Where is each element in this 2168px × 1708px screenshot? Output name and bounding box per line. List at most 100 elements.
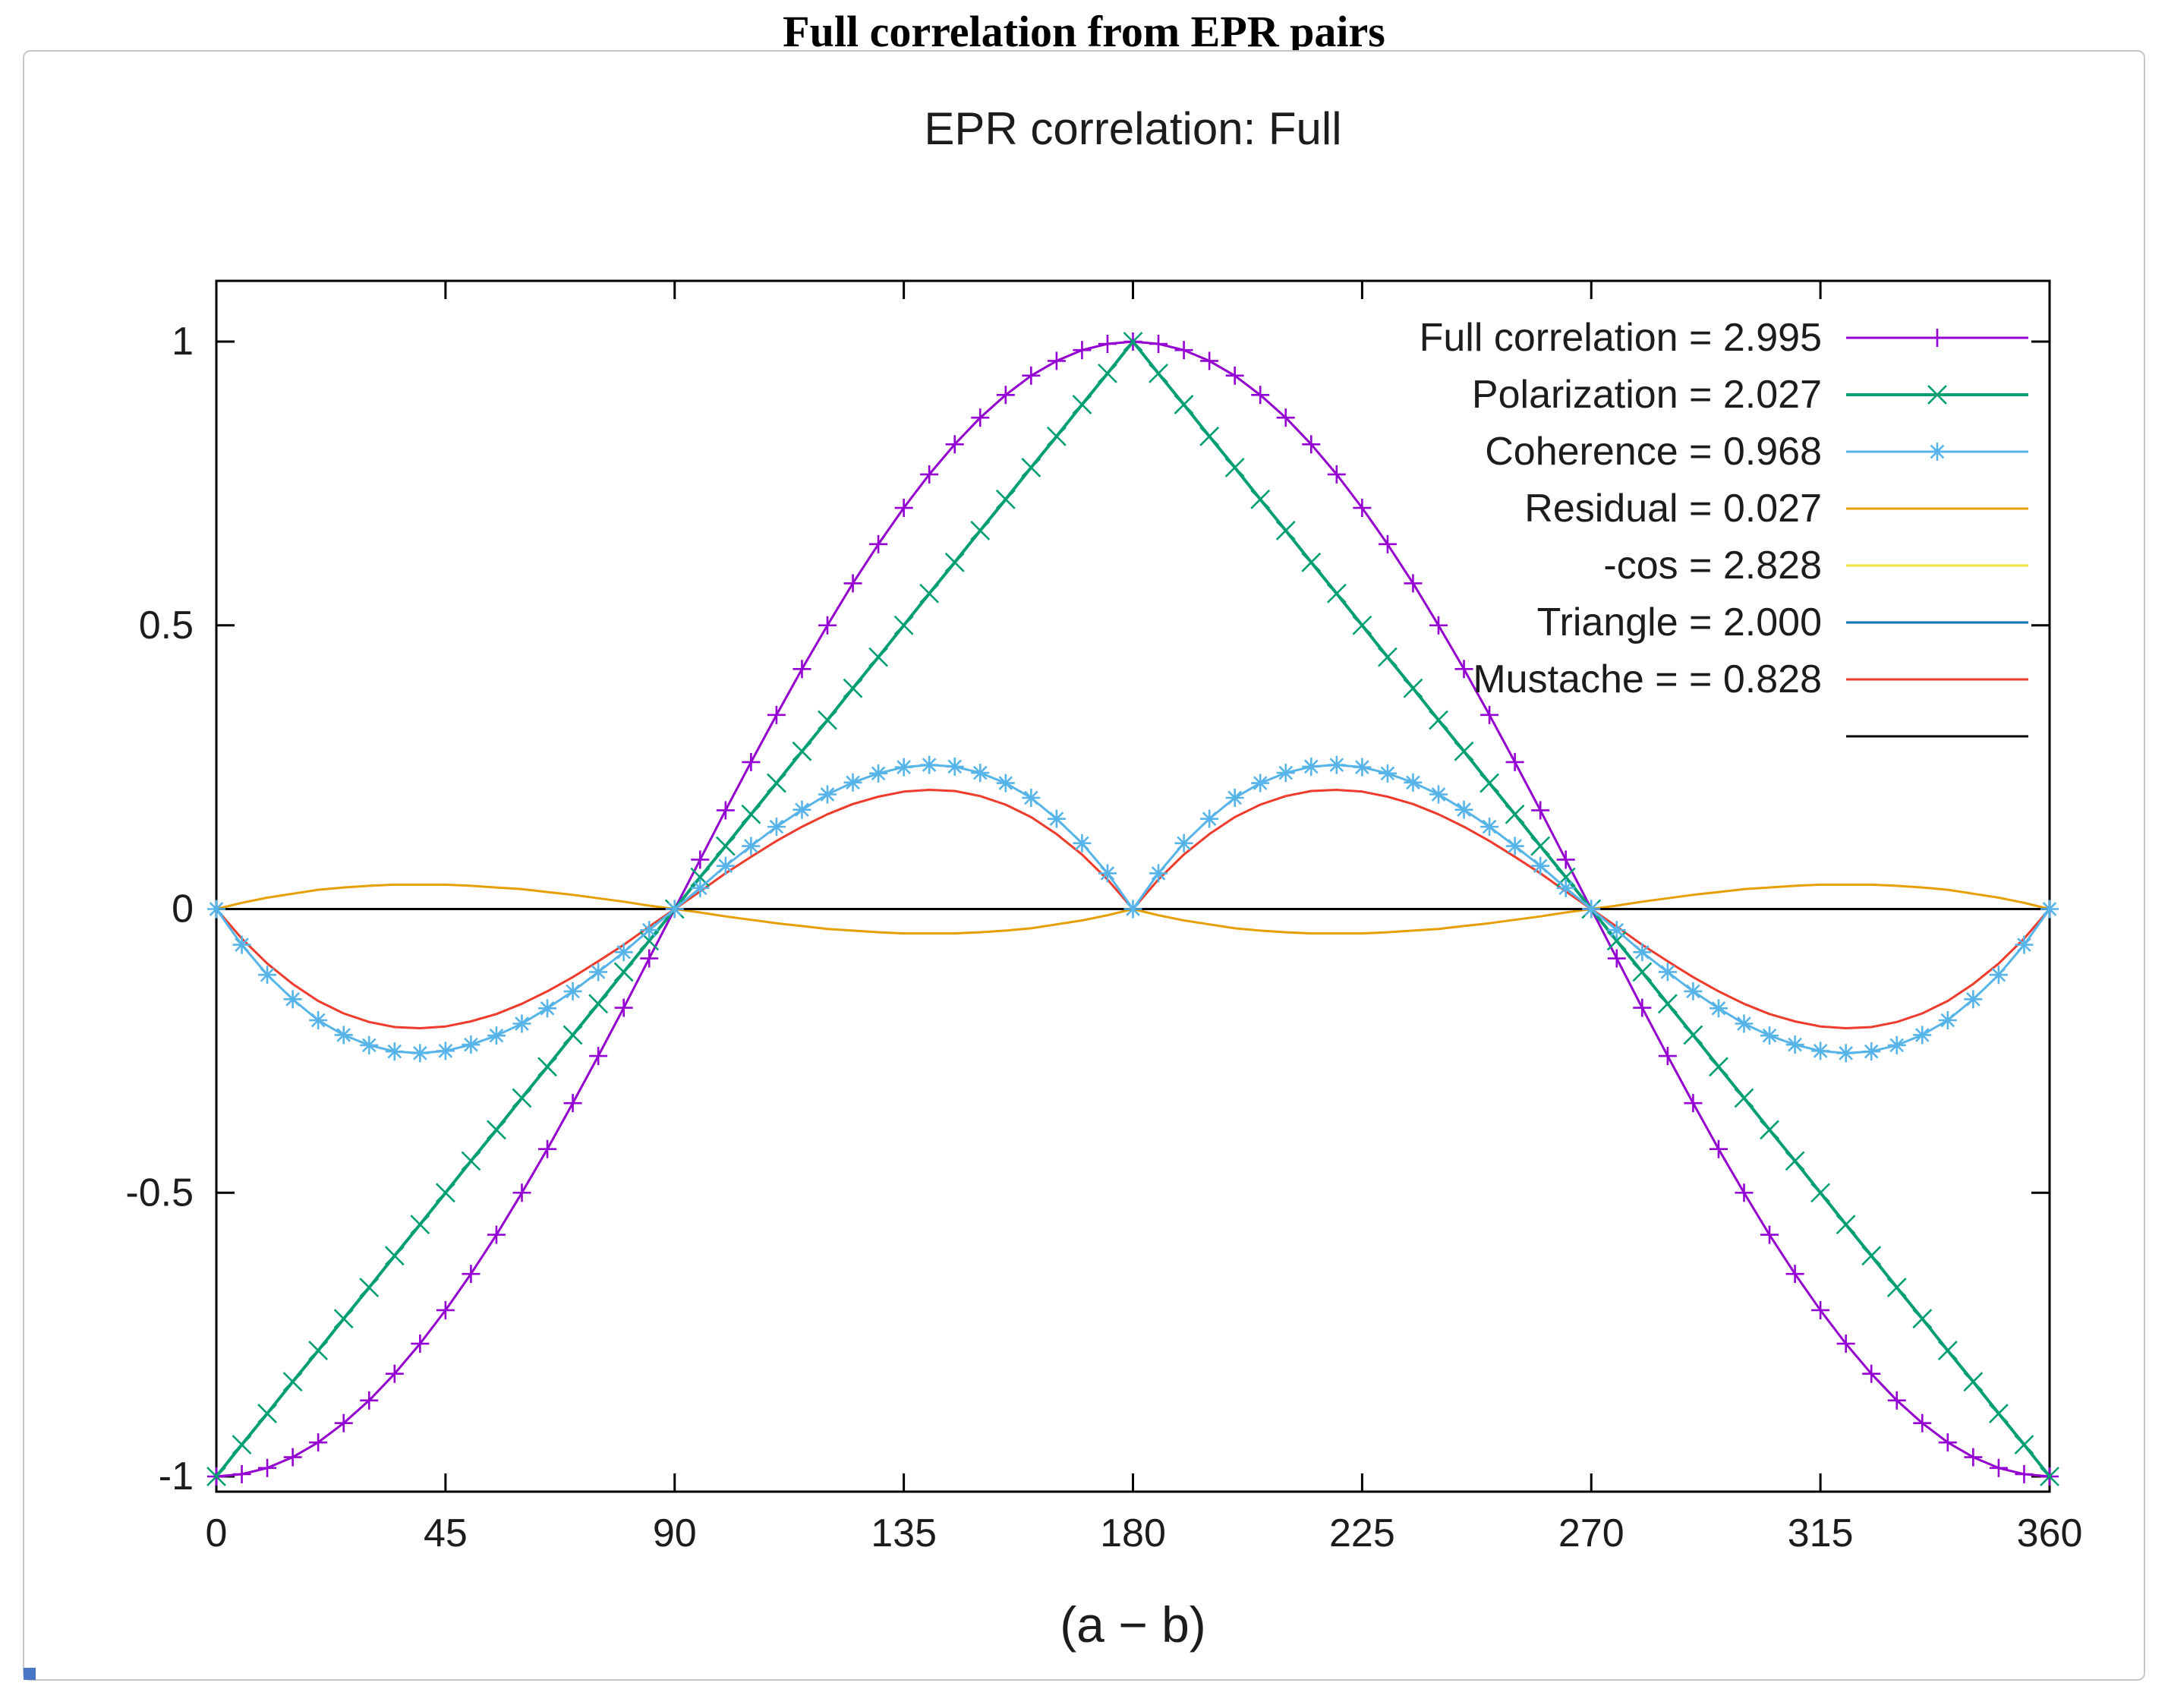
legend-label-full-correlation: Full correlation = 2.995 <box>1420 316 1822 360</box>
series-marker-coherence <box>1686 984 1700 999</box>
series-marker-polarization <box>461 1151 481 1171</box>
legend-label-triangle: Triangle = 2.000 <box>1537 600 1822 644</box>
y-tick-label: 1 <box>172 320 194 364</box>
series-marker-coherence <box>820 787 835 802</box>
series-marker-polarization <box>868 647 889 667</box>
series-marker-polarization <box>232 1435 252 1455</box>
series-marker-coherence <box>1024 790 1038 805</box>
series-marker-polarization <box>1123 332 1143 351</box>
series-marker-polarization <box>843 678 863 698</box>
series-marker-coherence <box>718 859 733 874</box>
series-marker-polarization <box>1149 363 1168 383</box>
series-marker-polarization <box>1377 647 1398 667</box>
series-marker-coherence <box>591 965 606 979</box>
legend-label-coherence: Coherence = 0.968 <box>1485 430 1822 474</box>
series-marker-coherence <box>1457 802 1471 818</box>
x-tick-label: 270 <box>1558 1511 1624 1555</box>
series-marker-coherence <box>922 758 937 772</box>
series-marker-coherence <box>1227 790 1242 805</box>
series-marker-polarization <box>2014 1435 2034 1455</box>
series-marker-polarization <box>792 741 812 761</box>
series-marker-polarization <box>818 710 837 730</box>
series-marker-polarization <box>282 1372 303 1392</box>
series-marker-coherence <box>795 802 809 818</box>
series-marker-coherence <box>1177 836 1191 851</box>
series-marker-polarization <box>1352 615 1372 635</box>
series-marker-coherence <box>1482 819 1497 834</box>
series-marker-coherence <box>1303 759 1319 774</box>
series-marker-coherence <box>1075 836 1089 851</box>
series-marker-polarization <box>1021 458 1041 477</box>
series-marker-polarization <box>1072 395 1092 414</box>
series-marker-coherence <box>1660 965 1675 979</box>
series-marker-coherence <box>285 992 300 1007</box>
series-marker-coherence <box>1406 775 1420 790</box>
series-marker-coherence <box>769 819 784 834</box>
series-marker-polarization <box>1454 741 1474 761</box>
x-tick-label: 45 <box>424 1511 468 1555</box>
series-marker-polarization <box>384 1246 405 1266</box>
chart-panel <box>23 50 2145 1681</box>
series-marker-polarization <box>410 1215 430 1235</box>
series-marker-coherence <box>846 775 860 790</box>
series-marker-polarization <box>257 1404 278 1423</box>
series-marker-polarization <box>715 836 736 856</box>
series-marker-polarization <box>512 1088 532 1108</box>
series-marker-coherence <box>515 1016 529 1031</box>
y-tick-label: -1 <box>159 1454 194 1498</box>
series-marker-coherence <box>692 881 707 896</box>
legend-label-residual: Residual = 0.027 <box>1524 487 1822 531</box>
series-marker-coherence <box>1558 881 1574 896</box>
series-marker-coherence <box>947 759 963 774</box>
series-marker-polarization <box>766 773 786 793</box>
series-marker-coherence <box>1991 967 2006 982</box>
series-marker-coherence <box>2042 902 2057 916</box>
series-marker-polarization <box>995 489 1016 509</box>
series-marker-coherence <box>235 938 249 952</box>
series-marker-coherence <box>1431 787 1446 802</box>
series-marker-coherence <box>310 1013 326 1028</box>
series-marker-coherence <box>1966 992 1981 1007</box>
series-marker-coherence <box>897 760 911 774</box>
series-marker-coherence <box>616 944 631 960</box>
x-tick-label: 90 <box>653 1511 697 1555</box>
series-marker-coherence <box>1100 866 1115 881</box>
series-marker-polarization <box>970 520 991 540</box>
series-marker-coherence <box>336 1028 351 1042</box>
series-marker-polarization <box>1174 395 1194 414</box>
series-marker-coherence <box>1202 811 1217 826</box>
series-marker-polarization <box>562 1025 583 1045</box>
series-marker-polarization <box>333 1309 354 1329</box>
series-marker-polarization <box>1836 1215 1856 1235</box>
panel-corner-artifact <box>24 1668 36 1680</box>
series-marker-coherence <box>1253 776 1268 790</box>
series-marker-polarization <box>1912 1309 1933 1329</box>
series-marker-polarization <box>919 583 940 603</box>
series-marker-polarization <box>1098 363 1117 383</box>
series-marker-polarization <box>944 552 965 572</box>
series-marker-polarization <box>1760 1120 1779 1140</box>
series-marker-polarization <box>1429 710 1448 730</box>
legend-label-mustache: Mustache = = 0.828 <box>1473 657 1822 701</box>
series-marker-polarization <box>1403 678 1423 698</box>
series-marker-polarization <box>1632 962 1653 982</box>
series-marker-coherence <box>464 1037 478 1052</box>
x-tick-label: 360 <box>2017 1511 2083 1555</box>
series-marker-coherence <box>438 1044 453 1058</box>
series-marker-coherence <box>998 776 1013 790</box>
series-marker-coherence <box>1355 760 1369 774</box>
series-marker-coherence <box>1889 1038 1905 1053</box>
series-marker-polarization <box>741 804 761 824</box>
series-marker-polarization <box>1886 1278 1907 1298</box>
series-marker-coherence <box>1864 1044 1879 1059</box>
legend-label-neg-cos: -cos = 2.828 <box>1603 544 1822 588</box>
series-marker-polarization <box>1734 1088 1754 1108</box>
series-marker-polarization <box>1199 426 1220 446</box>
series-marker-polarization <box>1530 836 1551 856</box>
series-marker-polarization <box>1937 1341 1958 1360</box>
series-marker-polarization <box>1683 1025 1703 1045</box>
series-marker-polarization <box>1301 552 1322 572</box>
series-marker-coherence <box>540 1001 555 1016</box>
page-title: Full correlation from EPR pairs <box>783 7 1385 56</box>
